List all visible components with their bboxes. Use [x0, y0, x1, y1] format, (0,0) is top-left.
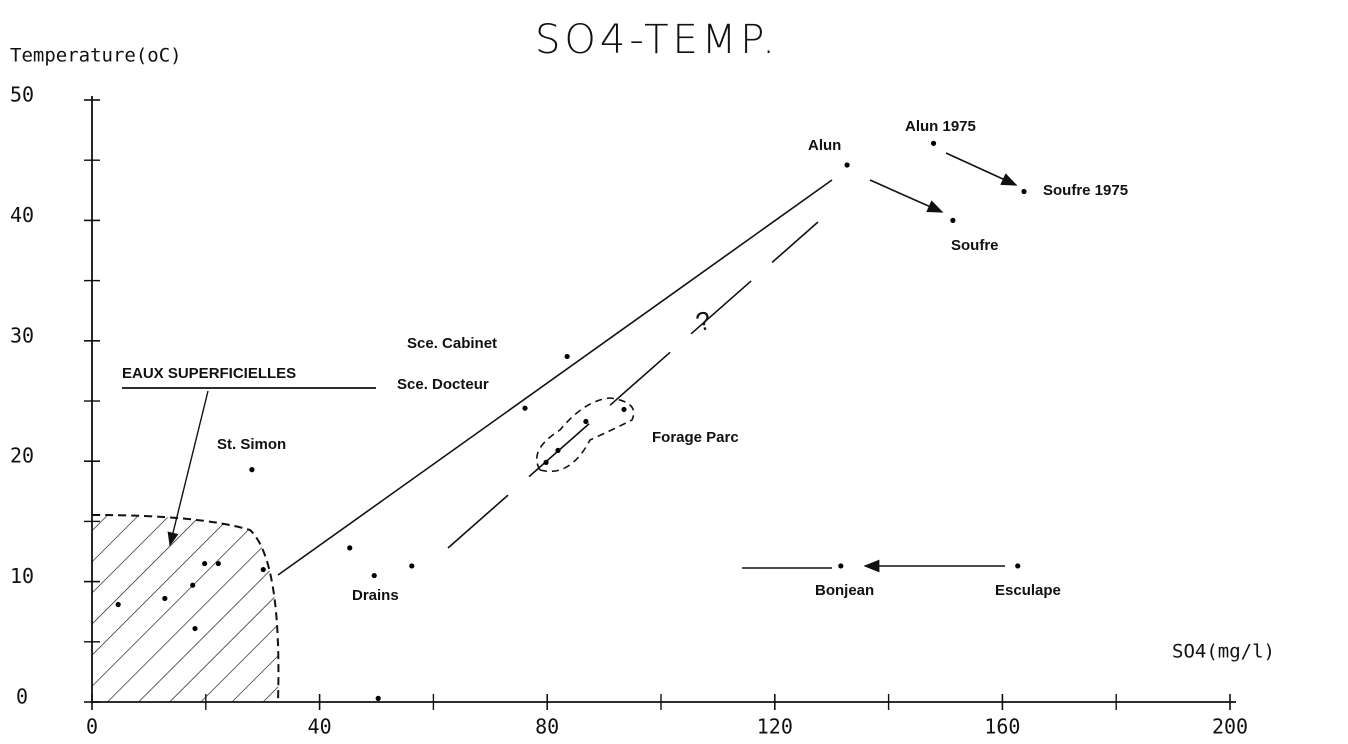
- annotation: St. Simon: [217, 436, 286, 453]
- annotation: Sce. Docteur: [397, 376, 489, 393]
- x-tick-label: 200: [1212, 715, 1248, 739]
- point: [190, 582, 196, 588]
- point: [844, 162, 850, 168]
- point: [1021, 188, 1027, 195]
- point: [162, 595, 168, 602]
- point: [543, 459, 549, 466]
- annotation: ?: [693, 305, 715, 338]
- point: [375, 695, 381, 701]
- point: [409, 563, 415, 569]
- x-tick-label: 80: [535, 715, 559, 739]
- annotation: Esculape: [995, 582, 1061, 599]
- point: [371, 572, 377, 579]
- point: [621, 406, 627, 413]
- x-tick-label: 0: [86, 715, 98, 739]
- annotation: Alun: [808, 137, 841, 154]
- point: [260, 566, 266, 573]
- x-tick-label: 160: [984, 715, 1020, 739]
- point: [838, 563, 844, 569]
- annotation: Alun 1975: [905, 118, 976, 135]
- point: [192, 625, 198, 632]
- x-tick-label: 120: [757, 715, 793, 739]
- annotation: Soufre 1975: [1043, 182, 1128, 199]
- y-tick-label: 50: [10, 83, 34, 107]
- point: [1015, 563, 1021, 569]
- point: [115, 601, 121, 608]
- y-tick-label: 0: [16, 685, 28, 709]
- point: [215, 560, 221, 567]
- y-tick-label: 20: [10, 444, 34, 468]
- point: [249, 467, 255, 473]
- y-tick-label: 30: [10, 323, 34, 347]
- y-tick-label: 40: [10, 203, 34, 227]
- annotation: Soufre: [951, 237, 999, 254]
- point: [930, 140, 937, 146]
- annotation: Bonjean: [815, 582, 874, 599]
- layout-drawing: [91, 96, 1236, 703]
- point: [347, 545, 353, 551]
- point: [583, 418, 589, 425]
- point: [555, 447, 561, 453]
- y-tick-label: 10: [10, 564, 34, 588]
- annotation: Drains: [352, 587, 399, 604]
- y-axis-label: Temperature(oC): [10, 45, 182, 67]
- annotation: Sce. Cabinet: [407, 335, 497, 352]
- x-axis-label: SO4(mg/l): [1172, 641, 1275, 663]
- point: [522, 405, 528, 411]
- chart-title: SO4-TEMP.: [535, 17, 779, 63]
- x-tick-label: 40: [308, 715, 332, 739]
- annotation: Forage Parc: [652, 429, 739, 446]
- point: [564, 353, 570, 360]
- annotation: EAUX SUPERFICIELLES: [122, 365, 296, 382]
- point: [202, 560, 208, 567]
- point: [950, 217, 956, 223]
